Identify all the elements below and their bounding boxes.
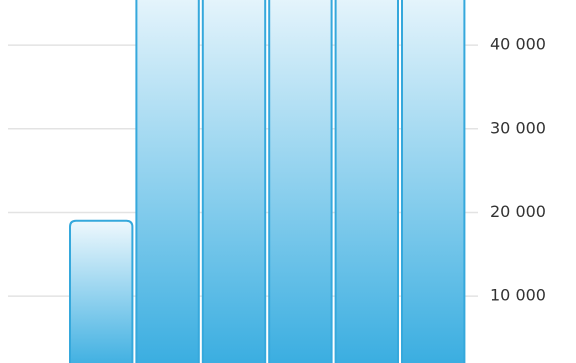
bar	[201, 0, 267, 363]
y-tick-label: 20 000	[490, 202, 546, 221]
bar	[69, 219, 134, 363]
bar	[268, 0, 333, 363]
bars	[69, 0, 466, 363]
bar	[334, 0, 399, 363]
y-tick-label: 40 000	[490, 35, 546, 54]
y-tick-label: 30 000	[490, 118, 546, 137]
bar	[401, 0, 466, 363]
y-tick-label: 10 000	[490, 286, 546, 305]
bar	[135, 0, 200, 363]
